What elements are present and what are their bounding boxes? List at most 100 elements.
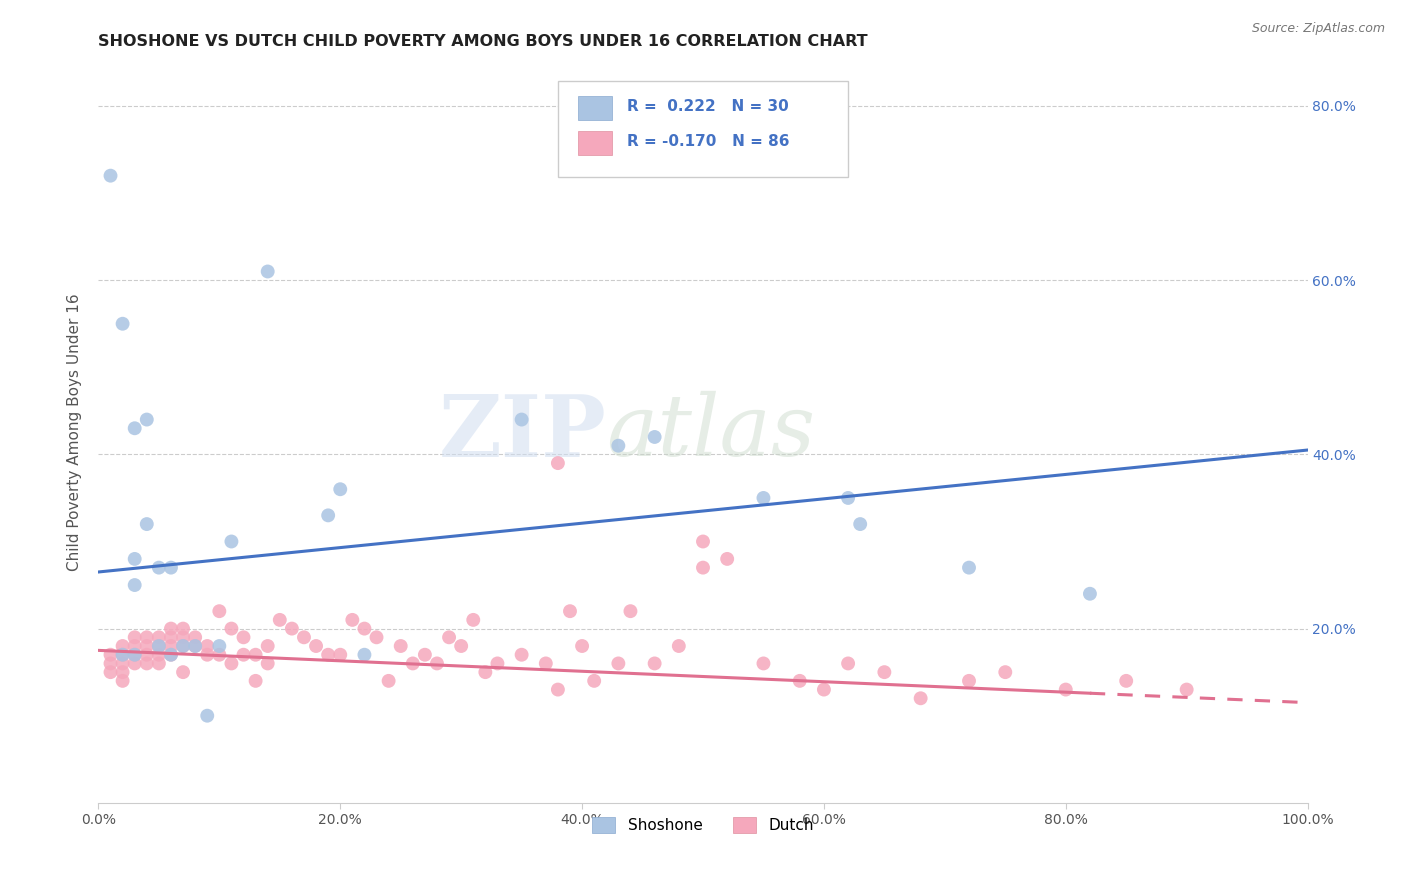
Point [426, 657, 449, 671]
Point [1054, 682, 1077, 697]
Point [668, 639, 690, 653]
Point [813, 682, 835, 697]
Point [486, 657, 509, 671]
Point [692, 560, 714, 574]
Point [1115, 673, 1137, 688]
Point [377, 673, 399, 688]
Point [353, 648, 375, 662]
Point [135, 639, 157, 653]
Point [256, 639, 278, 653]
Point [135, 657, 157, 671]
Point [111, 648, 134, 662]
Point [256, 657, 278, 671]
Point [607, 657, 630, 671]
Point [547, 682, 569, 697]
Point [353, 622, 375, 636]
Point [124, 648, 146, 662]
Point [208, 604, 231, 618]
Point [329, 482, 352, 496]
Point [195, 708, 218, 723]
Point [124, 578, 146, 592]
Point [316, 648, 339, 662]
Point [100, 657, 122, 671]
Point [208, 639, 231, 653]
Point [752, 491, 775, 505]
Text: Source: ZipAtlas.com: Source: ZipAtlas.com [1251, 22, 1385, 36]
Point [789, 673, 811, 688]
Point [124, 630, 146, 644]
Point [619, 604, 641, 618]
Text: SHOSHONE VS DUTCH CHILD POVERTY AMONG BOYS UNDER 16 CORRELATION CHART: SHOSHONE VS DUTCH CHILD POVERTY AMONG BO… [98, 34, 868, 49]
Point [534, 657, 557, 671]
FancyBboxPatch shape [578, 131, 613, 155]
Point [160, 648, 183, 662]
Point [245, 648, 267, 662]
Point [195, 639, 218, 653]
Point [232, 648, 254, 662]
Point [148, 560, 170, 574]
Point [558, 604, 581, 618]
Point [316, 508, 339, 523]
Point [994, 665, 1017, 680]
Legend: Shoshone, Dutch: Shoshone, Dutch [586, 812, 820, 839]
Point [124, 648, 146, 662]
Point [450, 639, 472, 653]
Point [644, 657, 666, 671]
Point [111, 317, 134, 331]
Point [644, 430, 666, 444]
Point [160, 630, 183, 644]
Point [474, 665, 496, 680]
Point [195, 648, 218, 662]
Point [135, 648, 157, 662]
Text: atlas: atlas [606, 392, 815, 474]
Text: ZIP: ZIP [439, 391, 606, 475]
Point [148, 648, 170, 662]
Point [148, 639, 170, 653]
Point [692, 534, 714, 549]
Point [413, 648, 436, 662]
Point [124, 639, 146, 653]
Point [1175, 682, 1198, 697]
Point [716, 552, 738, 566]
FancyBboxPatch shape [558, 81, 848, 178]
Point [873, 665, 896, 680]
Point [389, 639, 412, 653]
Point [1078, 587, 1101, 601]
Point [160, 622, 183, 636]
Point [583, 673, 606, 688]
Point [571, 639, 593, 653]
Y-axis label: Child Poverty Among Boys Under 16: Child Poverty Among Boys Under 16 [67, 293, 83, 572]
Point [148, 630, 170, 644]
Point [160, 639, 183, 653]
Point [172, 630, 194, 644]
Point [221, 657, 243, 671]
Point [910, 691, 932, 706]
Point [292, 630, 315, 644]
Point [111, 657, 134, 671]
Text: R =  0.222   N = 30: R = 0.222 N = 30 [627, 99, 789, 114]
Point [124, 552, 146, 566]
Point [172, 639, 194, 653]
Point [245, 673, 267, 688]
Point [463, 613, 485, 627]
Point [256, 264, 278, 278]
Point [111, 648, 134, 662]
Point [221, 534, 243, 549]
Point [160, 648, 183, 662]
Point [160, 560, 183, 574]
Point [148, 657, 170, 671]
Point [510, 648, 533, 662]
Point [437, 630, 460, 644]
Point [547, 456, 569, 470]
Point [269, 613, 291, 627]
Point [221, 622, 243, 636]
Point [510, 412, 533, 426]
Text: R = -0.170   N = 86: R = -0.170 N = 86 [627, 134, 789, 149]
Point [148, 639, 170, 653]
Point [100, 665, 122, 680]
Point [124, 657, 146, 671]
Point [342, 613, 364, 627]
Point [366, 630, 388, 644]
Point [184, 639, 207, 653]
Point [957, 673, 980, 688]
